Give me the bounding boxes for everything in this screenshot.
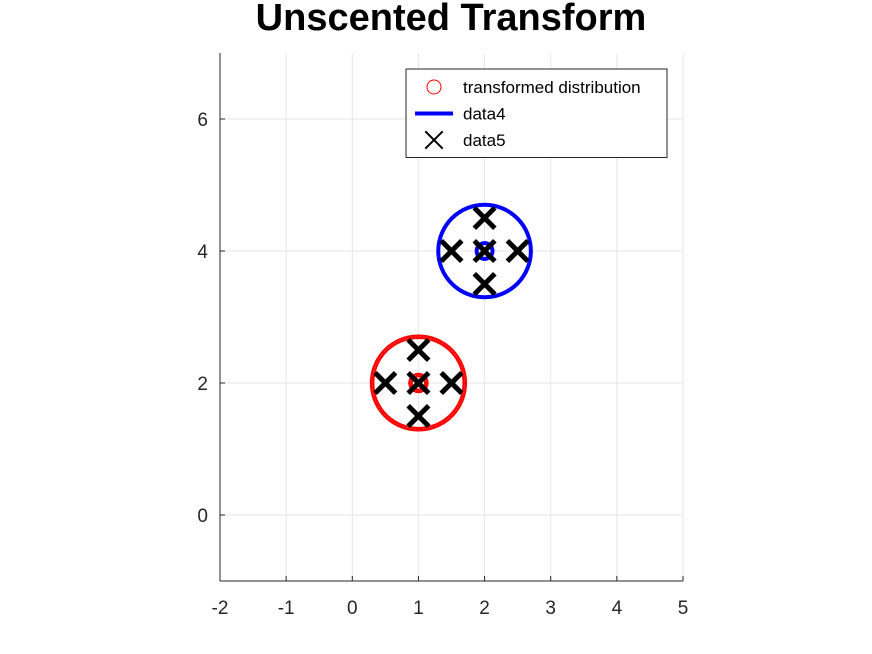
x-tick-label: 5 — [678, 598, 689, 619]
sigma-point-marker — [373, 370, 398, 396]
x-tick-label: -1 — [278, 598, 295, 619]
x-marker-stroke — [472, 271, 497, 297]
ring-marker — [422, 426, 428, 432]
x-marker-stroke — [439, 238, 464, 264]
sigma-point-marker — [406, 337, 431, 363]
ring-marker — [416, 372, 421, 378]
sigma-point-marker — [472, 238, 497, 264]
plot-area — [369, 202, 533, 432]
ring-marker — [423, 382, 429, 388]
ring-marker — [462, 382, 468, 388]
ring-marker — [462, 384, 467, 390]
x-marker-stroke — [505, 238, 530, 264]
ring-marker — [408, 380, 413, 386]
x-tick-label: 0 — [347, 598, 358, 619]
ring-marker — [423, 380, 429, 386]
legend-label: transformed distribution — [463, 78, 641, 97]
inner-blue-ring — [474, 241, 495, 261]
x-marker-stroke — [406, 403, 431, 429]
ring-marker — [405, 425, 411, 431]
ring-marker — [409, 334, 415, 340]
x-marker-stroke — [472, 238, 497, 264]
x-marker-stroke — [373, 370, 398, 396]
y-tick-label: 0 — [197, 506, 208, 527]
x-marker-stroke — [406, 337, 431, 363]
x-marker-stroke — [472, 205, 497, 231]
legend-x-icon — [424, 130, 444, 150]
x-marker-stroke — [424, 130, 444, 150]
x-tick-label: 1 — [413, 598, 424, 619]
transformed-distribution-ring — [369, 334, 468, 432]
sigma-point-marker — [406, 403, 431, 429]
legend-item: data5 — [424, 130, 506, 150]
sigma-point-marker — [439, 238, 464, 264]
x-tick-label: 3 — [545, 598, 556, 619]
x-tick-label: -2 — [212, 598, 229, 619]
sigma-point-marker — [472, 271, 497, 297]
y-tick-label: 4 — [197, 242, 208, 263]
y-tick-label: 6 — [197, 110, 208, 131]
data4-ring — [436, 202, 533, 300]
sigma-point-marker — [406, 370, 431, 396]
sigma-point-marker — [439, 370, 464, 396]
ring-marker — [426, 335, 432, 341]
legend: transformed distribution data4 data5 — [405, 68, 668, 158]
axes: -2 -1 0 1 2 3 4 5 0 2 4 6 — [197, 53, 688, 619]
x-tick-label: 2 — [479, 598, 490, 619]
legend-label: data4 — [463, 105, 506, 124]
legend-item: transformed distribution — [426, 78, 641, 97]
sigma-point-marker — [472, 205, 497, 231]
legend-item: data4 — [415, 105, 506, 124]
chart-title: Unscented Transform — [256, 0, 647, 39]
x-marker-stroke — [406, 370, 431, 396]
legend-label: data5 — [463, 131, 506, 150]
sigma-point-marker — [505, 238, 530, 264]
y-tick-label: 2 — [197, 374, 208, 395]
ring-marker — [416, 388, 421, 394]
legend-circle-icon — [426, 79, 442, 95]
x-tick-label: 4 — [612, 598, 623, 619]
x-marker-stroke — [439, 370, 464, 396]
